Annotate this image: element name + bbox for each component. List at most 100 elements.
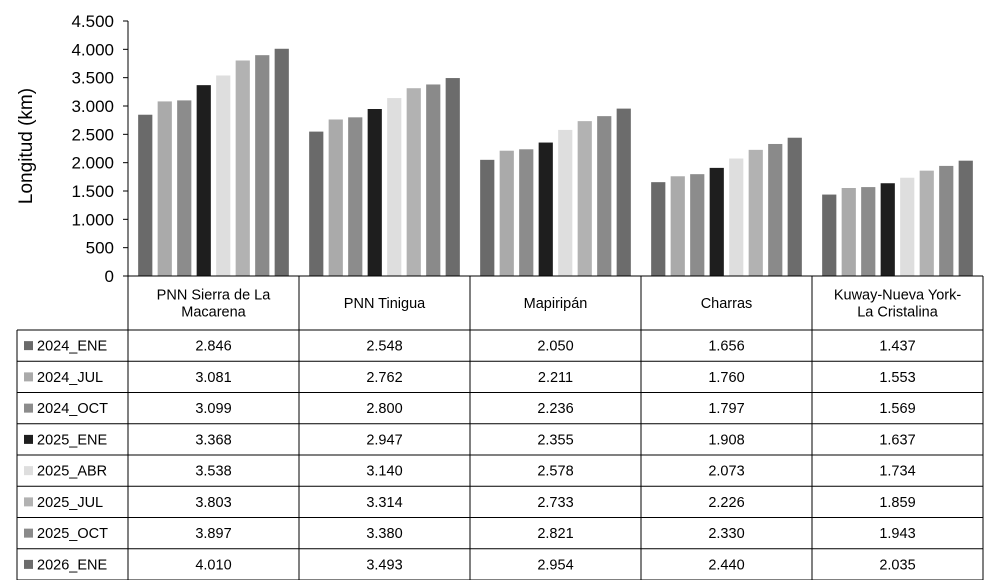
table-cell-value: 1.637 <box>879 432 915 448</box>
bar-2024-ene <box>138 114 153 276</box>
bar-2026-ene <box>787 137 802 276</box>
table-cell-value: 2.330 <box>708 526 744 542</box>
table-cell-value: 2.226 <box>708 495 744 511</box>
legend-label: 2024_OCT <box>37 401 108 417</box>
legend-swatch-2025-ene <box>24 434 33 444</box>
bar-2024-oct <box>348 117 363 276</box>
bar-2026-ene <box>445 78 460 276</box>
y-tick-label: 3.500 <box>71 69 114 88</box>
table-cell-value: 1.569 <box>879 401 915 417</box>
bar-2024-oct <box>177 100 192 276</box>
bar-2025-ene <box>538 142 553 276</box>
y-tick-label: 4.000 <box>71 40 114 59</box>
table-cell-value: 2.800 <box>366 401 402 417</box>
legend-swatch-2024-oct <box>24 403 33 413</box>
bar-2025-jul <box>235 60 250 276</box>
bar-2025-ene <box>709 167 724 276</box>
bar-2024-jul <box>499 150 514 276</box>
table-cell-value: 2.947 <box>366 432 402 448</box>
bar-2024-oct <box>690 174 705 276</box>
legend-label: 2025_JUL <box>37 495 103 511</box>
table-cell-value: 2.050 <box>537 339 573 355</box>
bar-2024-ene <box>822 194 837 276</box>
legend-swatch-2025-oct <box>24 528 33 538</box>
table-cell-value: 2.355 <box>537 432 573 448</box>
table-cell-value: 1.943 <box>879 526 915 542</box>
table-cell-value: 1.734 <box>879 464 915 480</box>
y-tick-label: 500 <box>86 239 114 258</box>
bar-2025-oct <box>426 84 441 276</box>
bar-2025-ene <box>367 109 382 276</box>
bar-2024-jul <box>670 176 685 276</box>
bars-group <box>138 48 973 277</box>
bar-2026-ene <box>958 160 973 276</box>
bar-2025-oct <box>255 55 270 276</box>
table-cell-value: 1.553 <box>879 370 915 386</box>
legend-label: 2024_JUL <box>37 370 103 386</box>
bar-2024-oct <box>519 149 534 276</box>
bar-2025-jul <box>748 149 763 276</box>
legend-label: 2026_ENE <box>37 557 107 573</box>
table-cell-value: 1.797 <box>708 401 744 417</box>
table-cell-value: 1.656 <box>708 339 744 355</box>
legend-swatch-2024-ene <box>24 341 33 351</box>
bar-2025-ene <box>880 183 895 276</box>
legend-swatch-2025-abr <box>24 466 33 476</box>
bar-2024-oct <box>861 187 876 276</box>
table-cell-value: 2.733 <box>537 495 573 511</box>
category-label: PNN Sierra de La <box>157 288 272 304</box>
table-cell-value: 1.859 <box>879 495 915 511</box>
table-cell-value: 2.821 <box>537 526 573 542</box>
bar-2025-jul <box>577 121 592 276</box>
table-cell-value: 3.368 <box>195 432 231 448</box>
category-label: Charras <box>701 296 753 312</box>
table-cell-value: 2.035 <box>879 557 915 573</box>
table-cell-value: 2.440 <box>708 557 744 573</box>
y-tick-label: 2.000 <box>71 154 114 173</box>
bar-2025-abr <box>558 129 573 276</box>
category-label: PNN Tinigua <box>344 296 426 312</box>
table-cell-value: 3.493 <box>366 557 402 573</box>
table-cell-value: 4.010 <box>195 557 231 573</box>
table-cell-value: 2.954 <box>537 557 573 573</box>
legend-swatch-2024-jul <box>24 372 33 382</box>
table-cell-value: 2.211 <box>538 370 573 386</box>
table-cell-value: 1.760 <box>708 370 744 386</box>
bar-2025-abr <box>387 98 402 276</box>
y-tick-label: 2.500 <box>71 125 114 144</box>
legend-swatch-2025-jul <box>24 497 33 507</box>
bar-2025-abr <box>729 158 744 276</box>
bar-2025-oct <box>768 143 783 276</box>
legend-swatch-2026-ene <box>24 559 33 569</box>
table-cell-value: 2.846 <box>195 339 231 355</box>
table-cell-value: 2.548 <box>366 339 402 355</box>
table-cell-value: 3.099 <box>195 401 231 417</box>
bar-2024-jul <box>328 119 343 277</box>
bar-2025-ene <box>196 85 211 277</box>
table-cell-value: 2.762 <box>366 370 402 386</box>
bar-2024-jul <box>157 101 172 276</box>
table-cell-value: 3.081 <box>195 370 231 386</box>
legend-label: 2025_ENE <box>37 432 107 448</box>
bar-2024-ene <box>651 182 666 276</box>
bar-2025-jul <box>919 170 934 276</box>
axes-group: 0 500 1.000 1.500 2.000 2.500 3.000 3.500 4.000 4… <box>71 12 129 286</box>
table-cell-value: 3.803 <box>195 495 231 511</box>
bar-2024-jul <box>841 188 856 276</box>
table-cell-value: 3.538 <box>195 464 231 480</box>
y-tick-label: 3.000 <box>71 97 114 116</box>
category-label: La Cristalina <box>857 305 939 321</box>
bar-2025-jul <box>406 88 421 277</box>
table-cell-value: 2.236 <box>537 401 573 417</box>
table-cell-value: 3.140 <box>366 464 402 480</box>
y-tick-label: 1.500 <box>71 182 114 201</box>
bar-2024-ene <box>480 159 495 276</box>
legend-label: 2024_ENE <box>37 339 107 355</box>
table-cell-value: 1.437 <box>879 339 915 355</box>
table-cell-value: 3.314 <box>366 495 402 511</box>
bar-2025-abr <box>900 177 915 276</box>
y-tick-label: 0 <box>105 267 114 286</box>
table-cell-value: 3.380 <box>366 526 402 542</box>
table-cell-value: 2.578 <box>537 464 573 480</box>
